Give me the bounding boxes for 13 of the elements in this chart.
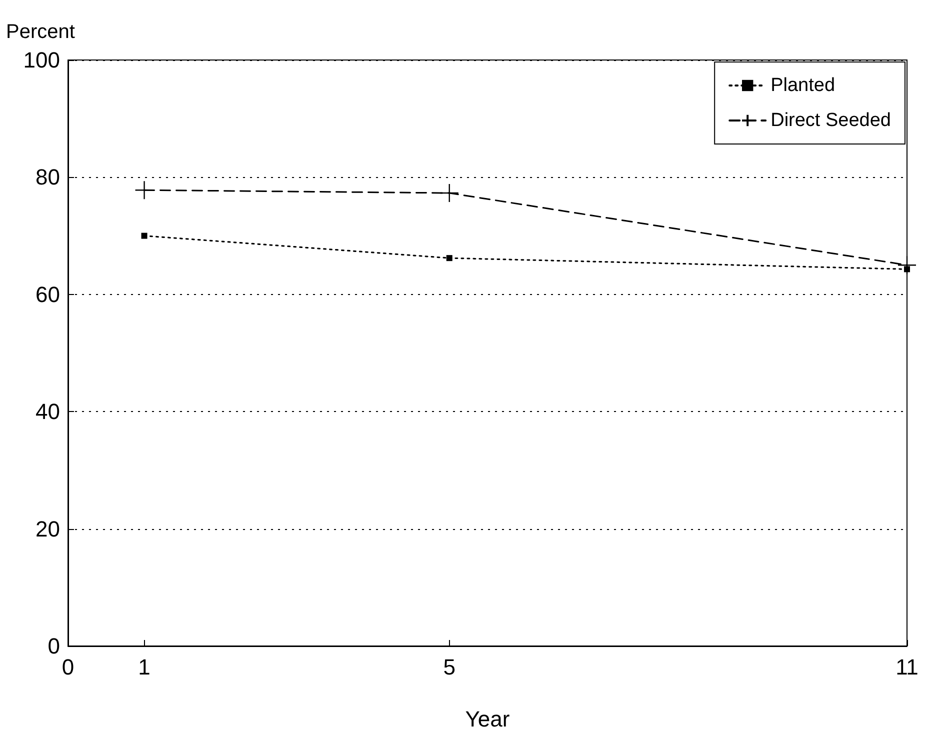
x-tick-label: 1: [138, 654, 150, 680]
y-tick-label: 0: [48, 634, 60, 658]
y-tick-label: 20: [36, 516, 60, 542]
y-tick-label: 40: [36, 399, 60, 424]
y-tick-label: 60: [36, 282, 60, 307]
legend-label: Direct Seeded: [770, 110, 892, 131]
x-tick-label: 11: [896, 654, 918, 680]
x-axis-title: Year: [465, 706, 510, 732]
legend-label: Planted: [770, 75, 836, 96]
y-tick-label: 80: [36, 164, 60, 190]
y-axis-title: Percent: [6, 21, 76, 43]
y-tick-label: 100: [23, 48, 60, 72]
x-tick-label: 5: [443, 654, 456, 680]
